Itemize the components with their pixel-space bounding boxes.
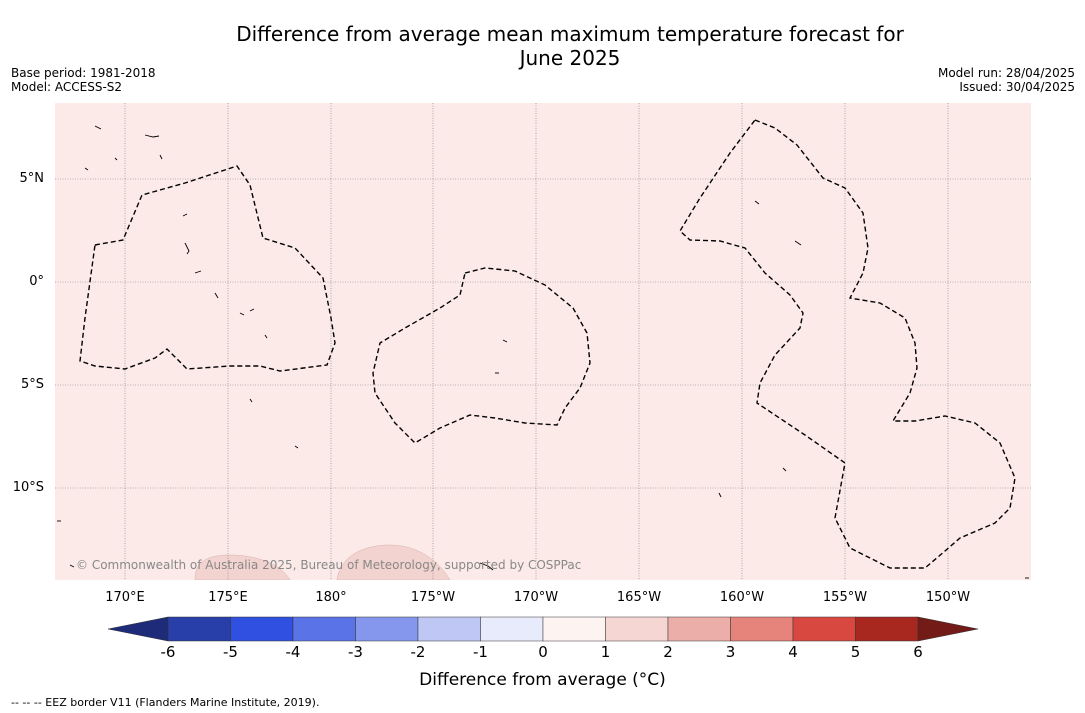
colorbar-segment: [480, 616, 544, 642]
colorbar-tick-label: -5: [223, 643, 238, 661]
colorbar-label: Difference from average (°C): [419, 670, 666, 690]
lon-label-175w: 175°W: [410, 590, 456, 605]
colorbar-segment: [417, 616, 481, 642]
eez-kiribati-phoenix: [372, 267, 591, 444]
lat-label-5s: 5°S: [20, 377, 44, 392]
colorbar-segment: [792, 616, 856, 642]
lon-label-180: 180°: [315, 590, 347, 605]
map-title-line2: June 2025: [519, 46, 621, 70]
eez-kiribati-gilberts: [79, 165, 336, 372]
colorbar-tick-label: 6: [913, 643, 923, 661]
colorbar-segment: [855, 616, 919, 642]
warm-patch-left: [194, 554, 291, 580]
colorbar-segment: [730, 616, 794, 642]
eez-legend: -- -- -- EEZ border V11 (Flanders Marine…: [11, 696, 320, 709]
lat-label-10s: 10°S: [12, 480, 44, 495]
lon-label-165w: 165°W: [616, 590, 662, 605]
model-run: Model run: 28/04/2025: [937, 66, 1075, 80]
lon-label-160w: 160°W: [719, 590, 765, 605]
colorbar-segment: [355, 616, 419, 642]
colorbar: [108, 616, 978, 642]
colorbar-segment: [605, 616, 669, 642]
colorbar-segment: [230, 616, 294, 642]
lon-label-155w: 155°W: [822, 590, 868, 605]
colorbar-tick-label: -6: [160, 643, 176, 661]
lon-label-175e: 175°E: [208, 590, 248, 605]
colorbar-tick-label: 5: [850, 643, 861, 661]
colorbar-tick-label: 4: [788, 643, 798, 661]
lon-label-170e: 170°E: [105, 590, 145, 605]
eez-kiribati-line: [679, 119, 1016, 569]
colorbar-tick-label: 3: [725, 643, 736, 661]
colorbar-tick-label: 2: [663, 643, 673, 661]
lat-label-0: 0°: [29, 274, 44, 289]
colorbar-tick-label: -4: [285, 643, 301, 661]
colorbar-tick-label: -2: [410, 643, 426, 661]
colorbar-segment: [667, 616, 731, 642]
lon-label-150w: 150°W: [925, 590, 971, 605]
colorbar-tick-label: 1: [600, 643, 611, 661]
graticule: [55, 103, 1031, 580]
lat-label-5n: 5°N: [19, 171, 45, 186]
base-period: Base period: 1981-2018: [11, 66, 156, 80]
map-panel: © Commonwealth of Australia 2025, Bureau…: [55, 103, 1031, 580]
copyright-notice: © Commonwealth of Australia 2025, Bureau…: [76, 558, 582, 572]
colorbar-tick-label: -3: [348, 643, 363, 661]
colorbar-over-arrow: [917, 616, 978, 642]
colorbar-segment: [292, 616, 356, 642]
issued-date: Issued: 30/04/2025: [959, 80, 1075, 94]
colorbar-tick-label: 0: [538, 643, 548, 661]
warm-patch-right: [336, 544, 451, 580]
colorbar-under-arrow: [108, 616, 169, 642]
map-title-line1: Difference from average mean maximum tem…: [236, 22, 904, 46]
colorbar-tick-label: -1: [473, 643, 488, 661]
eez-borders: [79, 119, 1016, 569]
colorbar-segments: [167, 616, 919, 642]
colorbar-segment: [542, 616, 606, 642]
islands: [57, 125, 1029, 579]
map-canvas: [55, 103, 1031, 580]
colorbar-segment: [167, 616, 231, 642]
lon-label-170w: 170°W: [513, 590, 559, 605]
model-name: Model: ACCESS-S2: [11, 80, 123, 94]
